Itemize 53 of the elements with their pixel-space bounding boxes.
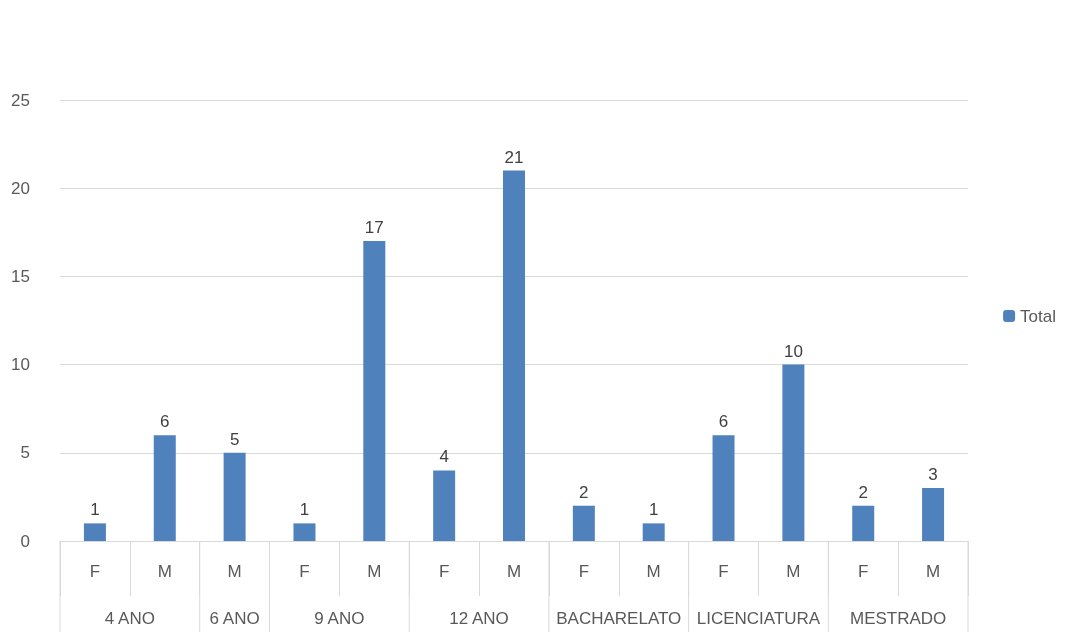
data-label: 4 (439, 447, 449, 467)
text: LICENCIATURA (696, 608, 821, 628)
data-label: 1 (299, 500, 310, 520)
data-label: 2 (579, 482, 589, 502)
data-label: 3 (928, 465, 938, 485)
bar (363, 241, 386, 541)
x-tick-label: F (299, 562, 310, 581)
text: 4 ANO (104, 608, 155, 628)
bar (922, 488, 945, 541)
x-tick-label: M (506, 562, 522, 581)
bar (852, 505, 875, 541)
x-tick-label: F (89, 562, 101, 581)
y-tick-label: 0 (20, 531, 30, 551)
data-label: 1 (90, 500, 100, 520)
bar (223, 452, 246, 541)
y-tick-label: 25 (11, 90, 30, 110)
data-label: 10 (783, 341, 803, 361)
text: 12 ANO (449, 608, 509, 628)
bar (293, 523, 316, 541)
bar (572, 505, 595, 541)
legend-label: Total (1020, 306, 1057, 326)
text: MESTRADO (849, 608, 947, 628)
bar (782, 364, 805, 541)
x-tick-label: M (925, 562, 941, 581)
text: 9 ANO (314, 608, 365, 628)
y-tick-label: 20 (11, 178, 30, 198)
bar (433, 470, 456, 541)
bar (153, 435, 176, 541)
bar (642, 523, 665, 541)
x-tick-label: M (646, 562, 661, 581)
bar (503, 170, 525, 541)
bar (712, 435, 735, 541)
x-tick-label: M (786, 562, 801, 581)
data-label: 5 (229, 429, 240, 449)
data-label: 21 (504, 147, 524, 167)
y-tick-label: 15 (11, 266, 30, 286)
data-label: 6 (718, 412, 729, 432)
text: 6 ANO (209, 608, 260, 628)
y-tick-label: 10 (11, 355, 30, 375)
x-tick-label: M (227, 562, 242, 581)
data-label: 6 (160, 412, 170, 432)
data-label: 17 (364, 218, 384, 238)
bar (83, 523, 106, 541)
text: BACHARELATO (556, 608, 682, 628)
x-tick-label: F (718, 562, 729, 581)
x-tick-label: M (367, 562, 382, 581)
y-tick-label: 5 (20, 443, 30, 463)
x-tick-label: F (578, 562, 590, 581)
x-tick-label: M (157, 562, 172, 581)
x-tick-label: F (858, 562, 869, 581)
data-label: 1 (648, 500, 659, 520)
x-tick-label: F (438, 562, 450, 581)
data-label: 2 (858, 482, 868, 502)
